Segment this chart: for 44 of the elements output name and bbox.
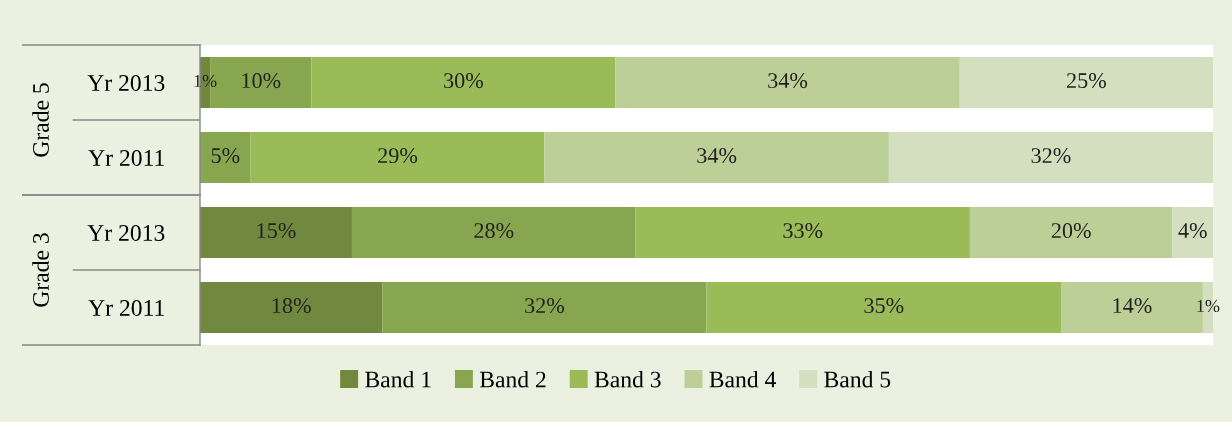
text: Grade 5 (32, 83, 49, 157)
bar (706, 282, 1062, 333)
data-label: 20% (1051, 223, 1091, 239)
y-tick-label: Yr 2013 (87, 224, 165, 241)
data-label: 4% (1178, 223, 1207, 239)
data-label: 5% (211, 148, 240, 164)
bar (969, 207, 1173, 258)
data-label: 1% (1197, 299, 1220, 313)
y-tick-label: Yr 2011 (88, 299, 164, 316)
bar (311, 57, 616, 108)
bar (1172, 207, 1213, 258)
data-label: 32% (525, 298, 565, 314)
data-label: 25% (1066, 73, 1106, 89)
data-label: 33% (783, 223, 823, 239)
data-label: 14% (1113, 298, 1152, 314)
data-label: 30% (444, 73, 483, 89)
legend-label: Band 4 (709, 370, 776, 388)
data-label: 10% (242, 73, 281, 89)
bar (250, 132, 545, 183)
legend-label: Band 1 (365, 370, 431, 388)
bar (888, 132, 1213, 183)
bar (615, 57, 960, 108)
data-label: 18% (272, 298, 311, 314)
bar (382, 282, 707, 333)
data-label: 34% (697, 148, 737, 164)
data-label: 29% (378, 148, 418, 164)
bar (959, 57, 1213, 108)
legend-label: Band 2 (479, 370, 546, 388)
legend-label: Band 3 (594, 370, 661, 388)
y-tick-label: Yr 2013 (87, 74, 165, 91)
bar (200, 282, 383, 333)
text: Grade 3 (32, 233, 49, 307)
data-label: 15% (257, 223, 296, 239)
bar (544, 132, 889, 183)
y-tick-label: Yr 2011 (88, 149, 164, 166)
bar (200, 132, 251, 183)
bar (351, 207, 636, 258)
bar (200, 207, 352, 258)
data-label: 28% (474, 223, 514, 239)
bar (635, 207, 970, 258)
legend-label: Band 5 (824, 370, 891, 388)
data-label: 34% (768, 73, 808, 89)
data-label: 35% (864, 298, 904, 314)
data-label: 32% (1031, 148, 1071, 164)
